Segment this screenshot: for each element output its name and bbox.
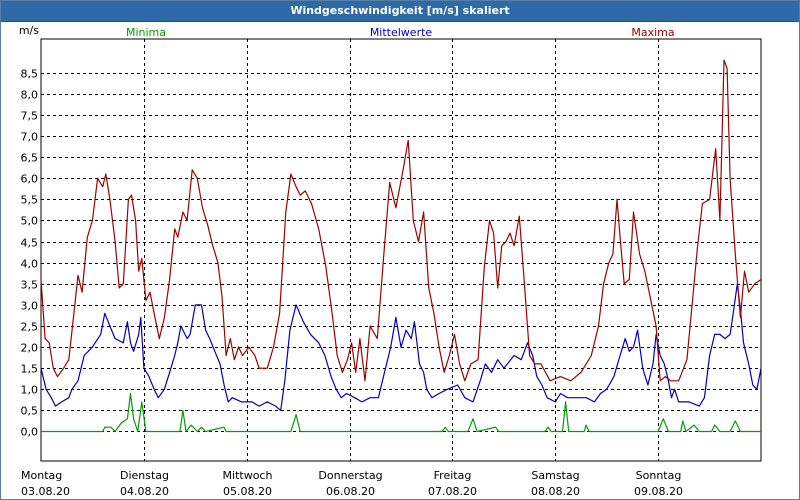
x-tick-label-day: Samstag [531, 469, 579, 482]
x-tick-label-day: Mittwoch [223, 469, 273, 482]
plot-area [40, 38, 762, 462]
y-tick-label: 6,5 [21, 152, 39, 165]
x-tick-label-date: 08.08.20 [531, 485, 580, 498]
title-bar: Windgeschwindigkeit [m/s] skaliert [1, 1, 799, 22]
y-tick-label: 2,5 [21, 321, 39, 334]
x-tick-label-day: Sonntag [636, 469, 682, 482]
y-tick-label: 4,5 [21, 237, 39, 250]
y-tick-label: 5,5 [21, 194, 39, 207]
series-line-mittelwerte [40, 283, 762, 411]
y-tick-label: 1,5 [21, 363, 39, 376]
x-tick-label-date: 04.08.20 [120, 485, 169, 498]
legend-entry-mittelwerte: Mittelwerte [370, 26, 433, 39]
x-tick-label-date: 09.08.20 [634, 485, 683, 498]
y-tick-label: 3,0 [21, 300, 39, 313]
window-title: Windgeschwindigkeit [m/s] skaliert [290, 4, 510, 17]
x-tick-label-day: Freitag [434, 469, 472, 482]
y-tick-label: 0,5 [21, 405, 39, 418]
x-tick-label-date: 05.08.20 [223, 485, 272, 498]
y-tick-label: 3,5 [21, 279, 39, 292]
y-tick-label: 5,0 [21, 215, 39, 228]
legend-entry-maxima: Maxima [631, 26, 674, 39]
x-tick-label-date: 03.08.20 [21, 485, 70, 498]
y-tick-label: 8,5 [21, 68, 39, 81]
series-line-minima [41, 392, 761, 433]
y-tick-label: 1,0 [21, 384, 39, 397]
x-tick-label-day: Dienstag [120, 469, 169, 482]
y-tick-label: 6,0 [21, 173, 39, 186]
y-tick-label: 7,0 [21, 131, 39, 144]
y-tick-label: 2,0 [21, 342, 39, 355]
y-axis-label: m/s [19, 24, 39, 37]
series-line-maxima [40, 59, 762, 382]
y-tick-label: 0,0 [21, 426, 39, 439]
x-tick-label-day: Donnerstag [318, 469, 382, 482]
legend-entry-minima: Minima [126, 26, 166, 39]
y-tick-label: 4,0 [21, 258, 39, 271]
y-tick-label: 7,5 [21, 110, 39, 123]
y-tick-label: 8,0 [21, 89, 39, 102]
x-tick-label-date: 07.08.20 [428, 485, 477, 498]
x-tick-label-day: Montag [21, 469, 62, 482]
x-tick-label-date: 06.08.20 [326, 485, 375, 498]
